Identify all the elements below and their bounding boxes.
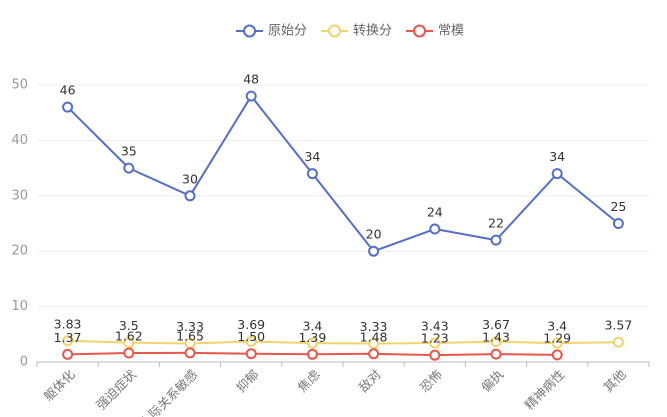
x-tick-label: 人际关系敏感: [137, 367, 201, 417]
y-axis: 0 10 20 30 40 50: [11, 78, 649, 370]
data-point[interactable]: [551, 337, 563, 349]
data-label: 30: [182, 171, 198, 186]
y-tick-label: 40: [11, 133, 28, 148]
data-label: 3.57: [604, 318, 632, 333]
legend-label: 转换分: [353, 24, 392, 39]
data-label: 3.69: [237, 317, 265, 332]
data-label: 20: [366, 227, 382, 242]
data-point[interactable]: [62, 101, 74, 113]
data-label: 24: [427, 205, 443, 220]
data-point[interactable]: [368, 338, 380, 350]
data-point[interactable]: [184, 190, 196, 202]
y-tick-label: 10: [11, 299, 28, 314]
data-label: 48: [243, 72, 259, 87]
series-line: [67, 339, 619, 345]
data-point[interactable]: [429, 349, 441, 361]
data-point[interactable]: [551, 168, 563, 180]
legend-marker-icon: [328, 24, 341, 38]
data-label: 1.37: [54, 330, 82, 345]
legend-marker-icon: [243, 24, 256, 38]
data-label: 1.48: [360, 329, 388, 344]
data-label: 3.33: [360, 319, 388, 334]
data-label: 34: [304, 149, 320, 164]
data-label: 3.67: [482, 317, 510, 332]
data-label: 3.43: [421, 318, 449, 333]
data-label: 25: [610, 199, 626, 214]
series-0: [62, 90, 624, 257]
data-point[interactable]: [306, 168, 318, 180]
data-point[interactable]: [184, 347, 196, 359]
x-tick-label: 抑郁: [233, 367, 261, 395]
data-label: 3.5: [119, 318, 139, 333]
x-tick-label: 强迫症状: [93, 366, 139, 412]
data-point[interactable]: [123, 347, 135, 359]
x-tick-label: 敌对: [356, 367, 384, 395]
data-point[interactable]: [306, 337, 318, 349]
legend-label: 常模: [438, 24, 464, 39]
y-tick-label: 30: [11, 188, 28, 203]
data-point[interactable]: [245, 90, 257, 102]
data-point[interactable]: [490, 336, 502, 348]
y-tick-label: 50: [11, 78, 28, 93]
legend-item[interactable]: 原始分: [236, 24, 307, 39]
data-point[interactable]: [245, 336, 257, 348]
data-label: 3.33: [176, 319, 204, 334]
data-label: 3.4: [302, 319, 322, 334]
data-point[interactable]: [551, 349, 563, 361]
y-tick-label: 20: [11, 244, 28, 259]
legend-item[interactable]: 转换分: [321, 24, 392, 39]
data-label: 1.65: [176, 328, 204, 343]
legend: 原始分 转换分 常模: [236, 24, 464, 39]
legend-item[interactable]: 常模: [406, 24, 464, 39]
x-tick-label: 躯体化: [41, 366, 78, 403]
data-label: 46: [60, 83, 76, 98]
y-tick-label: 0: [20, 355, 28, 370]
data-point[interactable]: [62, 348, 74, 360]
series-2: [62, 347, 563, 361]
series-1: [62, 335, 624, 350]
data-label: 22: [488, 216, 504, 231]
series-layer: [62, 90, 624, 361]
data-labels: 46 35 30 48 34 20 24 22 34 25 3.83 3.5 3.33 3.69 3.4 3.…: [54, 72, 633, 346]
data-label: 34: [549, 149, 565, 164]
x-tick-label: 精神病性: [522, 367, 568, 413]
x-tick-label: 偏执: [478, 366, 507, 395]
series-line: [66, 95, 620, 253]
data-point[interactable]: [123, 337, 135, 349]
data-label: 1.29: [543, 330, 571, 345]
x-tick-label: 恐怖: [417, 367, 445, 395]
legend-label: 原始分: [268, 24, 307, 39]
data-point[interactable]: [245, 348, 257, 360]
data-label: 1.62: [115, 329, 143, 344]
data-point[interactable]: [612, 336, 624, 348]
legend-marker-icon: [413, 24, 426, 38]
data-label: 3.83: [54, 316, 82, 331]
data-point[interactable]: [429, 223, 441, 235]
data-label: 1.43: [482, 330, 510, 345]
data-point[interactable]: [429, 337, 441, 349]
data-label: 3.4: [547, 319, 567, 334]
data-label: 1.39: [298, 330, 326, 345]
data-point[interactable]: [306, 348, 318, 360]
data-point[interactable]: [368, 348, 380, 360]
data-point[interactable]: [62, 335, 74, 347]
data-point[interactable]: [123, 162, 135, 174]
data-label: 1.23: [421, 331, 449, 346]
data-label: 35: [121, 144, 137, 159]
x-tick-label: 其他: [600, 366, 629, 395]
data-point[interactable]: [612, 218, 624, 229]
data-point[interactable]: [368, 245, 380, 257]
data-label: 1.50: [237, 329, 265, 344]
data-point[interactable]: [490, 234, 502, 246]
data-point[interactable]: [490, 348, 502, 360]
x-tick-label: 焦虑: [294, 366, 323, 395]
